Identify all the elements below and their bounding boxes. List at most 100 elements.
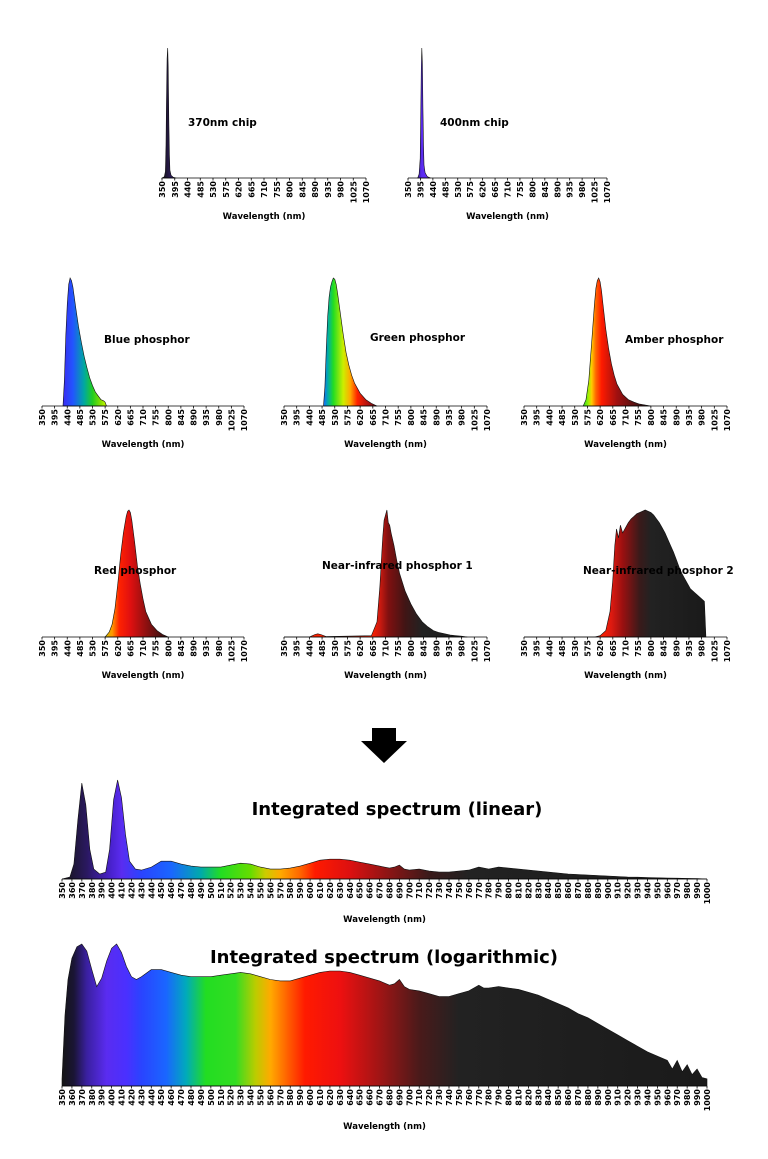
x-tick-label: 810 <box>514 1089 523 1106</box>
x-tick-label: 630 <box>336 882 345 899</box>
x-tick-label: 710 <box>139 409 148 426</box>
x-tick-label: 540 <box>247 882 256 899</box>
x-tick-label: 620 <box>479 181 488 198</box>
x-tick-label: 720 <box>425 882 434 899</box>
x-tick-label: 890 <box>594 1089 603 1106</box>
x-tick-label: 395 <box>51 409 60 426</box>
x-tick-label: 530 <box>89 409 98 426</box>
x-tick-label: 575 <box>101 640 110 657</box>
x-tick-label: 670 <box>376 1089 385 1106</box>
x-tick-label: 1025 <box>227 409 236 432</box>
x-tick-label: 530 <box>209 181 218 198</box>
x-tick-label: 350 <box>280 409 289 426</box>
x-tick-label: 610 <box>316 1089 325 1106</box>
x-tick-label: 890 <box>672 409 681 426</box>
x-tick-label: 990 <box>693 1089 702 1106</box>
x-tick-label: 800 <box>505 882 514 899</box>
x-axis-label: Wavelength (nm) <box>344 440 427 450</box>
x-tick-label: 690 <box>395 882 404 899</box>
x-tick-label: 640 <box>346 882 355 899</box>
x-tick-label: 980 <box>215 640 224 657</box>
chart-nir2: 350 395 440 485 530 575 620 665 710 755 800 845 890 9… <box>520 509 734 681</box>
x-tick-label: 740 <box>445 1089 454 1106</box>
x-tick-label: 575 <box>583 409 592 426</box>
x-tick-label: 800 <box>164 640 173 657</box>
x-tick-label: 660 <box>366 1089 375 1106</box>
x-tick-label: 350 <box>520 409 529 426</box>
x-tick-label: 660 <box>366 882 375 899</box>
x-tick-label: 730 <box>435 882 444 899</box>
chart-red: 350 395 440 485 530 575 620 665 710 755 800 845 890 9… <box>38 509 249 681</box>
x-tick-label: 780 <box>485 1089 494 1106</box>
x-tick-label: 840 <box>544 882 553 899</box>
x-tick-label: 845 <box>660 409 669 426</box>
x-tick-label: 755 <box>394 409 403 426</box>
x-axis-label: Wavelength (nm) <box>584 671 667 681</box>
x-tick-label: 485 <box>196 181 205 198</box>
x-tick-label: 575 <box>101 409 110 426</box>
x-tick-label: 485 <box>558 640 567 657</box>
x-tick-label: 530 <box>454 181 463 198</box>
x-tick-label: 530 <box>89 640 98 657</box>
x-tick-label: 980 <box>683 882 692 899</box>
x-tick-label: 600 <box>306 882 315 899</box>
x-tick-label: 350 <box>58 882 67 899</box>
x-tick-label: 960 <box>663 882 672 899</box>
x-tick-label: 395 <box>416 181 425 198</box>
spectrum-area-chip370 <box>160 47 177 179</box>
x-tick-label: 530 <box>237 882 246 899</box>
x-axis-label: Wavelength (nm) <box>343 1122 426 1132</box>
x-tick-label: 665 <box>369 409 378 426</box>
x-tick-label: 390 <box>98 1089 107 1106</box>
x-tick-label: 755 <box>152 640 161 657</box>
x-tick-label: 440 <box>305 640 314 657</box>
chart-title: Near-infrared phosphor 1 <box>322 560 473 572</box>
x-tick-label: 485 <box>318 640 327 657</box>
x-tick-label: 575 <box>222 181 231 198</box>
x-tick-label: 485 <box>76 409 85 426</box>
chart-title: Red phosphor <box>94 565 177 577</box>
x-axis-label: Wavelength (nm) <box>466 212 549 222</box>
x-tick-label: 610 <box>316 882 325 899</box>
x-tick-label: 800 <box>647 640 656 657</box>
chart-chip400: 350 395 440 485 530 575 620 665 710 755 800 845 890 9… <box>404 47 612 222</box>
x-tick-label: 520 <box>227 882 236 899</box>
x-tick-label: 935 <box>566 181 575 198</box>
x-tick-label: 820 <box>524 1089 533 1106</box>
x-tick-label: 540 <box>247 1089 256 1106</box>
chart-chip370: 350 395 440 485 530 575 620 665 710 755 800 845 890 9… <box>158 47 371 222</box>
x-tick-label: 910 <box>614 882 623 899</box>
x-tick-label: 590 <box>296 1089 305 1106</box>
x-tick-label: 570 <box>276 1089 285 1106</box>
x-tick-label: 440 <box>184 181 193 198</box>
x-tick-label: 640 <box>346 1089 355 1106</box>
x-tick-label: 920 <box>624 882 633 899</box>
x-tick-label: 935 <box>685 409 694 426</box>
chart-title: Integrated spectrum (linear) <box>252 799 543 820</box>
x-tick-label: 530 <box>571 640 580 657</box>
x-tick-label: 820 <box>524 882 533 899</box>
x-tick-label: 860 <box>564 882 573 899</box>
x-tick-label: 940 <box>643 1089 652 1106</box>
x-tick-label: 575 <box>466 181 475 198</box>
x-tick-label: 800 <box>407 640 416 657</box>
x-tick-label: 890 <box>594 882 603 899</box>
x-tick-label: 620 <box>235 181 244 198</box>
x-tick-label: 430 <box>137 882 146 899</box>
x-tick-label: 430 <box>137 1089 146 1106</box>
x-tick-label: 395 <box>293 640 302 657</box>
x-tick-label: 520 <box>227 1089 236 1106</box>
x-tick-label: 845 <box>660 640 669 657</box>
x-tick-label: 580 <box>286 1089 295 1106</box>
x-axis-label: Wavelength (nm) <box>102 671 185 681</box>
x-tick-label: 870 <box>574 882 583 899</box>
chart-amber: 350 395 440 485 530 575 620 665 710 755 800 845 890 9… <box>520 277 732 450</box>
chart-title: Blue phosphor <box>104 334 191 346</box>
x-tick-label: 1070 <box>483 640 492 663</box>
x-tick-label: 665 <box>491 181 500 198</box>
x-tick-label: 935 <box>445 409 454 426</box>
x-tick-label: 1070 <box>603 181 612 204</box>
x-tick-label: 620 <box>356 640 365 657</box>
x-tick-label: 460 <box>167 1089 176 1106</box>
